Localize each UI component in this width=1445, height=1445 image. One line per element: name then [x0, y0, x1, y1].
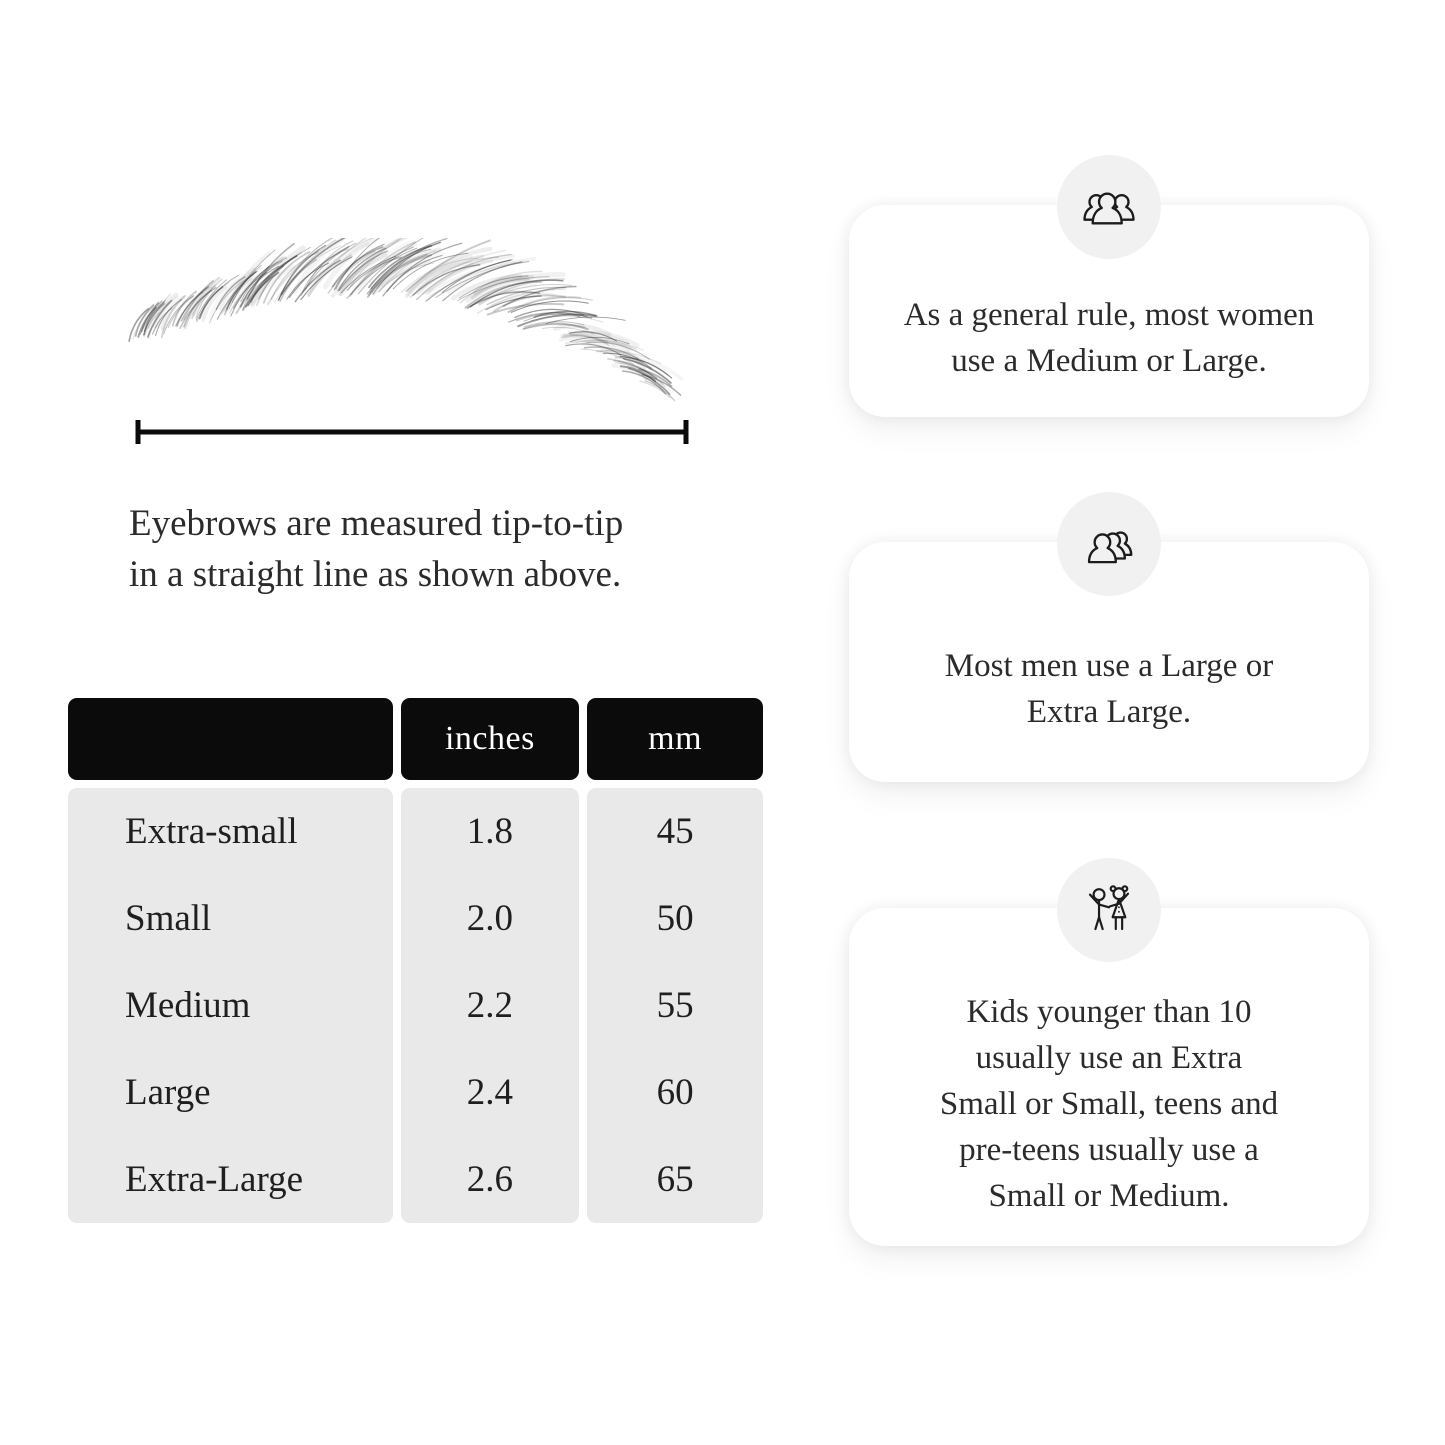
info-card-kids: Kids younger than 10 usually use an Extr… — [849, 858, 1369, 1246]
table-cell-inches: 2.2 — [466, 985, 513, 1026]
header-mm: mm — [587, 698, 763, 780]
table-row-label: Extra-small — [125, 811, 298, 852]
card-text-kids: Kids younger than 10 usually use an Extr… — [939, 994, 1279, 1214]
card-text-men: Most men use a Large or Extra Large. — [944, 648, 1274, 730]
column-size: Extra-small Small Medium Large Extra-Lar… — [68, 788, 393, 1223]
table-cell-inches: 1.8 — [466, 811, 513, 852]
table-cell-mm: 50 — [656, 898, 694, 939]
kids-icon — [1057, 858, 1161, 962]
table-row-label: Extra-Large — [125, 1159, 304, 1200]
men-group-icon — [1057, 492, 1161, 596]
info-card-women: As a general rule, most women use a Medi… — [849, 155, 1369, 417]
eyebrow-sketch — [128, 238, 684, 402]
size-table-header: inches mm — [68, 698, 763, 780]
measure-line — [134, 418, 690, 446]
table-row-label: Large — [125, 1072, 211, 1113]
table-cell-inches: 2.6 — [466, 1159, 513, 1200]
header-size-blank — [68, 698, 393, 780]
table-cell-mm: 55 — [656, 985, 694, 1026]
table-cell-mm: 65 — [656, 1159, 694, 1200]
eyebrow-illustration — [120, 238, 704, 402]
table-row-label: Small — [125, 898, 212, 939]
column-mm: 45 50 55 60 65 — [587, 788, 763, 1223]
column-inches: 1.8 2.0 2.2 2.4 2.6 — [400, 788, 580, 1223]
card-text-women: As a general rule, most women use a Medi… — [903, 297, 1315, 379]
size-table-body: Extra-small Small Medium Large Extra-Lar… — [68, 788, 763, 1223]
table-cell-inches: 2.4 — [466, 1072, 513, 1113]
header-inches: inches — [400, 698, 580, 780]
measure-line-graphic — [135, 420, 689, 444]
size-table: inches mm Extra-small Small Medium Large… — [68, 698, 763, 1223]
measurement-caption: Eyebrows are measured tip-to-tip in a st… — [129, 503, 624, 595]
info-card-men: Most men use a Large or Extra Large. — [849, 492, 1369, 782]
table-row-label: Medium — [125, 985, 251, 1026]
table-cell-mm: 60 — [656, 1072, 694, 1113]
table-cell-inches: 2.0 — [466, 898, 513, 939]
table-cell-mm: 45 — [656, 811, 694, 852]
women-group-icon — [1057, 155, 1161, 259]
